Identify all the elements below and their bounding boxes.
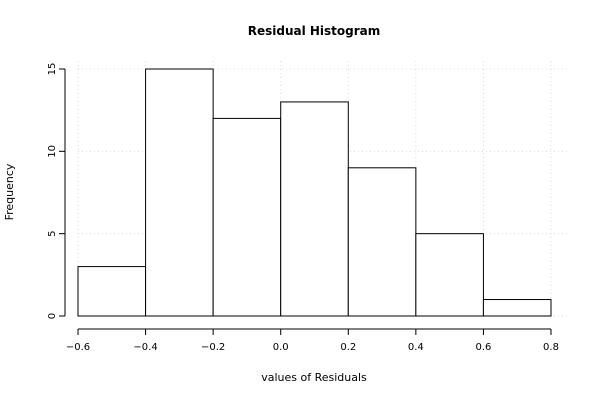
histogram-bar [145,68,214,317]
y-tick-label: 15 [47,63,58,76]
x-tick-label: −0.2 [201,342,225,353]
y-tick-label: 10 [47,145,58,158]
histogram-bars [77,68,552,317]
histogram-bar [482,299,552,317]
histogram-bar [280,101,349,317]
y-axis-label: Frequency [3,163,16,220]
x-tick-label: −0.6 [66,342,90,353]
x-tick-label: 0.6 [475,342,491,353]
y-tick-label: 5 [47,230,58,236]
histogram-bar [77,266,147,317]
histogram-bar [415,233,484,317]
x-tick-label: 0.0 [273,342,289,353]
x-axis: −0.6 −0.4 −0.2 0.0 0.2 0.4 0.6 0.8 [66,328,559,353]
x-tick-label: 0.4 [408,342,424,353]
histogram-bar [212,117,282,317]
y-tick-label: 0 [47,313,58,319]
x-tick-label: 0.8 [543,342,559,353]
x-tick-label: 0.2 [340,342,356,353]
x-tick-label: −0.4 [133,342,157,353]
histogram-bar [347,167,417,317]
y-axis: 0 5 10 15 [47,63,66,319]
chart-title: Residual Histogram [248,24,381,38]
x-axis-label: values of Residuals [261,371,367,384]
